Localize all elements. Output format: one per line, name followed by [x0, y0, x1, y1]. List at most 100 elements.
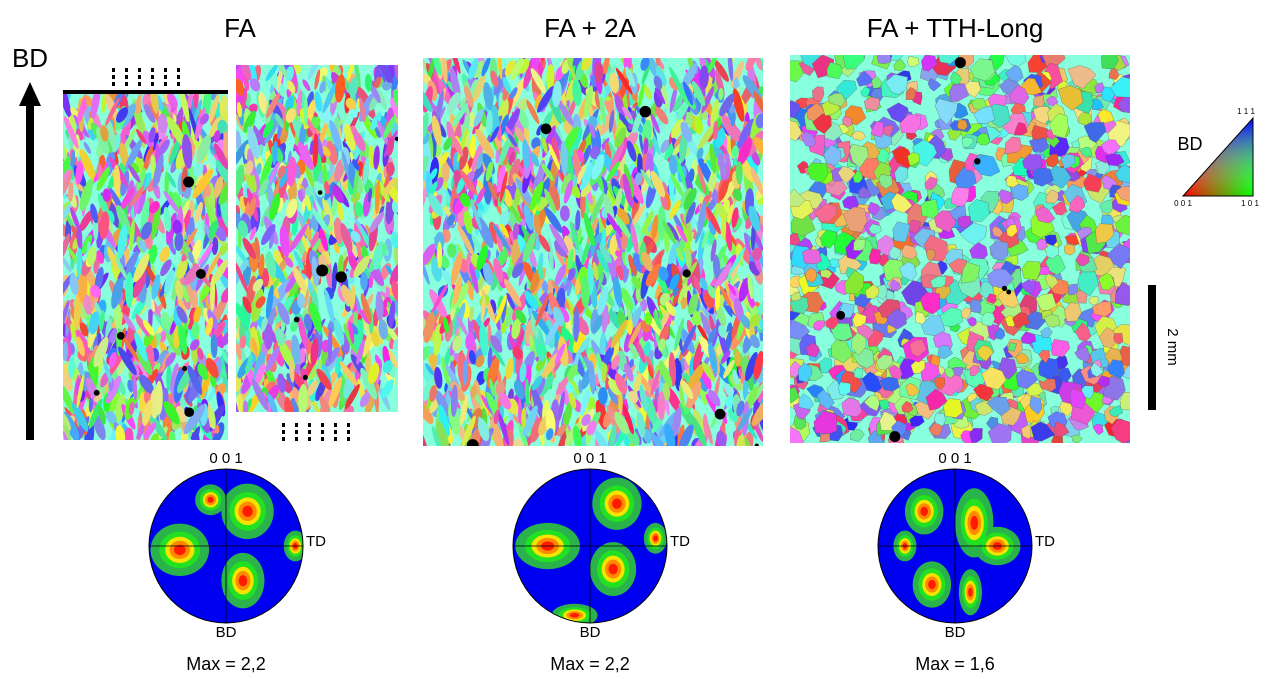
grain	[372, 244, 383, 270]
grain	[265, 284, 274, 319]
grain	[118, 346, 137, 376]
grain	[646, 296, 654, 314]
grain	[608, 378, 622, 396]
grain	[710, 239, 717, 262]
grain	[694, 115, 703, 135]
grain	[544, 206, 563, 233]
grain	[328, 376, 343, 409]
grain	[676, 158, 687, 190]
grain	[360, 272, 368, 291]
ebsd-map	[63, 92, 228, 440]
grain	[707, 327, 717, 345]
pole-bottom: BD	[580, 624, 601, 641]
grain	[441, 160, 450, 183]
grain	[221, 286, 228, 303]
grain	[298, 384, 308, 412]
grain	[747, 273, 754, 300]
grain	[1014, 122, 1028, 136]
dot	[282, 423, 285, 427]
grain	[77, 272, 88, 304]
grain	[524, 290, 539, 310]
grain	[544, 317, 561, 347]
grain	[986, 293, 997, 304]
grain	[1040, 327, 1053, 338]
grain	[730, 112, 736, 127]
grain	[812, 113, 832, 134]
grain	[163, 190, 180, 214]
scale-bar-label: 2 mm	[1164, 328, 1181, 366]
grain	[841, 397, 863, 418]
grain	[310, 205, 331, 236]
pole-top: 0 0 1	[938, 450, 971, 467]
grain	[713, 120, 719, 140]
grain	[644, 396, 657, 426]
grain	[445, 364, 461, 390]
grain	[311, 256, 320, 287]
grain	[487, 346, 493, 369]
grain	[437, 241, 443, 269]
grain	[431, 115, 442, 147]
grain	[128, 401, 135, 416]
grain	[480, 295, 486, 323]
grain	[715, 262, 732, 289]
grain	[362, 157, 370, 186]
grain	[688, 168, 695, 183]
grain	[293, 250, 305, 271]
grain	[640, 169, 654, 189]
grain	[382, 177, 396, 197]
grain	[805, 342, 820, 358]
grain	[566, 364, 578, 381]
grain	[181, 284, 190, 303]
grain	[81, 234, 93, 255]
grain	[498, 135, 512, 166]
grain	[674, 317, 685, 352]
grain	[214, 225, 227, 242]
grain	[337, 202, 344, 221]
grain	[348, 76, 359, 100]
grain	[1117, 95, 1130, 113]
grain	[321, 145, 331, 158]
dot	[347, 430, 350, 434]
grain	[376, 163, 385, 182]
grain	[1077, 271, 1099, 297]
grain	[678, 424, 694, 446]
grain	[314, 91, 323, 112]
grain	[188, 251, 194, 264]
grain	[488, 340, 506, 367]
grain	[319, 396, 331, 412]
grain	[238, 259, 249, 274]
pore	[116, 331, 125, 340]
grain	[1083, 122, 1107, 143]
grain	[452, 275, 463, 306]
grain	[459, 192, 471, 207]
grain	[851, 332, 867, 356]
grain	[106, 375, 122, 404]
grain	[252, 278, 264, 292]
grain	[469, 263, 479, 294]
grain	[548, 91, 563, 125]
grain	[927, 78, 942, 92]
grain	[375, 291, 384, 322]
grain	[718, 152, 727, 178]
grain	[634, 172, 643, 186]
grain	[641, 169, 651, 194]
grain	[339, 186, 351, 202]
grain	[1097, 375, 1110, 388]
grain	[142, 320, 155, 336]
grain	[197, 243, 214, 266]
grain	[76, 336, 85, 357]
grain	[1021, 261, 1041, 281]
grain	[206, 357, 219, 379]
grain	[966, 316, 977, 327]
grain	[901, 244, 918, 260]
grain	[841, 116, 853, 127]
grain	[505, 358, 514, 380]
grain	[73, 295, 81, 331]
grain	[750, 166, 763, 195]
grain	[256, 163, 262, 176]
grain	[93, 414, 106, 440]
grain	[687, 293, 699, 315]
grain	[662, 220, 677, 245]
grain	[157, 113, 168, 134]
grain	[686, 381, 702, 409]
